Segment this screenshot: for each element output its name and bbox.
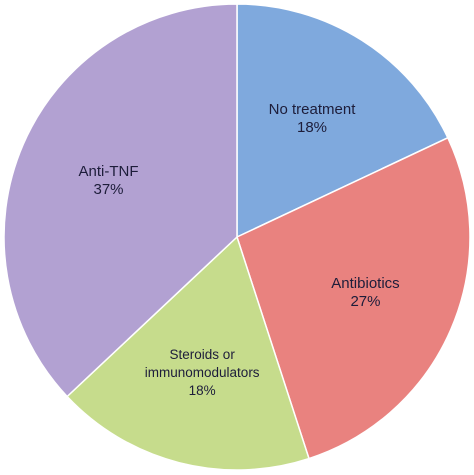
- slice-label: Steroids or immunomodulators 18%: [127, 346, 277, 400]
- slice-label: Antibiotics 27%: [280, 275, 450, 311]
- pie-slice: [66, 235, 310, 471]
- pie-slice: [3, 3, 238, 398]
- category-label: Antibiotics: [331, 274, 400, 292]
- category-label: Anti-TNF: [78, 163, 139, 181]
- value-label: 27%: [350, 292, 381, 310]
- value-label: 18%: [297, 118, 328, 136]
- category-label: Steroids or immunomodulators: [144, 346, 260, 380]
- slice-label: No treatment 18%: [227, 101, 397, 137]
- pie-slice: [236, 3, 449, 239]
- value-label: 37%: [93, 181, 124, 199]
- pie-slice: [236, 136, 471, 460]
- slice-label: Anti-TNF 37%: [24, 163, 194, 199]
- value-label: 18%: [188, 382, 216, 398]
- category-label: No treatment: [268, 100, 356, 118]
